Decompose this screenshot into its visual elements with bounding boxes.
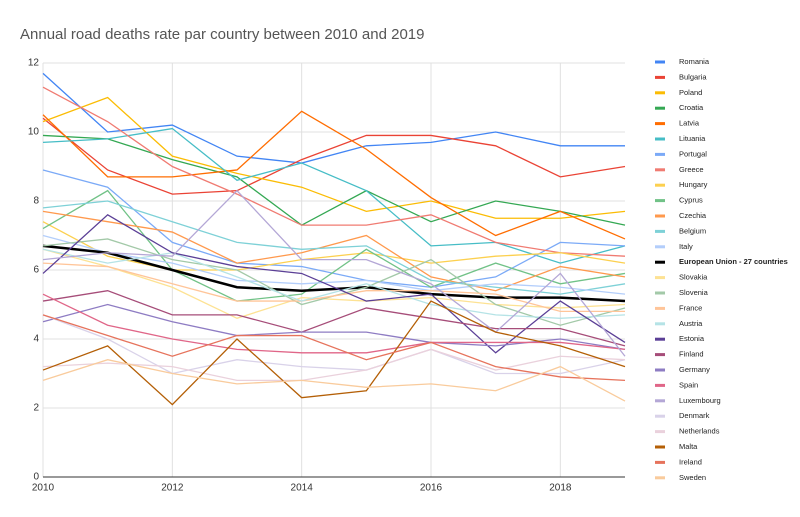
legend-swatch — [655, 122, 665, 125]
legend-label: Germany — [679, 365, 710, 374]
legend-swatch — [655, 399, 665, 402]
legend-swatch — [655, 322, 665, 325]
legend-label: Cyprus — [679, 196, 703, 205]
y-tick-label: 6 — [33, 265, 39, 276]
legend-swatch — [655, 353, 665, 356]
legend-label: Romania — [679, 57, 710, 66]
legend-swatch — [655, 153, 665, 156]
legend-label: France — [679, 303, 702, 312]
legend-label: Slovenia — [679, 288, 709, 297]
y-tick-label: 2 — [33, 403, 39, 414]
legend-swatch — [655, 168, 665, 171]
legend-swatch — [655, 430, 665, 433]
legend-label: Malta — [679, 442, 698, 451]
legend-label: Ireland — [679, 457, 702, 466]
y-tick-label: 10 — [28, 127, 40, 138]
legend-swatch — [655, 446, 665, 449]
legend-label: Slovakia — [679, 273, 708, 282]
legend-swatch — [655, 261, 665, 264]
legend-label: Netherlands — [679, 427, 720, 436]
y-tick-label: 8 — [33, 196, 39, 207]
legend-swatch — [655, 384, 665, 387]
legend-swatch — [655, 307, 665, 310]
legend-label: Sweden — [679, 473, 706, 482]
legend-swatch — [655, 138, 665, 141]
x-tick-label: 2010 — [32, 483, 55, 494]
legend-label: Czechia — [679, 211, 707, 220]
legend-swatch — [655, 215, 665, 218]
x-tick-label: 2014 — [291, 483, 314, 494]
legend-swatch — [655, 61, 665, 64]
x-tick-label: 2016 — [420, 483, 443, 494]
legend-swatch — [655, 184, 665, 187]
legend-label: Greece — [679, 165, 704, 174]
y-tick-label: 12 — [28, 58, 40, 69]
legend-swatch — [655, 276, 665, 279]
legend-swatch — [655, 292, 665, 295]
legend-swatch — [655, 338, 665, 341]
legend-label: Lituania — [679, 134, 706, 143]
legend-swatch — [655, 91, 665, 94]
legend-label: Portugal — [679, 149, 707, 158]
legend-label: Latvia — [679, 119, 700, 128]
legend-label: Italy — [679, 242, 693, 251]
legend-label: Bulgaria — [679, 72, 707, 81]
legend-swatch — [655, 476, 665, 479]
legend-label: Denmark — [679, 411, 710, 420]
y-tick-label: 0 — [33, 472, 39, 483]
legend-label: Estonia — [679, 334, 705, 343]
legend-label: Belgium — [679, 226, 706, 235]
legend-swatch — [655, 76, 665, 79]
legend-swatch — [655, 415, 665, 418]
legend-swatch — [655, 230, 665, 233]
legend-label: Croatia — [679, 103, 704, 112]
legend-label: Luxembourg — [679, 396, 721, 405]
x-tick-label: 2012 — [161, 483, 184, 494]
legend-swatch — [655, 245, 665, 248]
legend-label: Hungary — [679, 180, 708, 189]
legend-label: Spain — [679, 380, 698, 389]
y-tick-label: 4 — [33, 334, 39, 345]
legend-swatch — [655, 369, 665, 372]
chart-title: Annual road deaths rate par country betw… — [20, 26, 424, 43]
legend-label: Finland — [679, 350, 704, 359]
legend-label: European Union - 27 countries — [679, 257, 788, 266]
x-tick-label: 2018 — [549, 483, 572, 494]
legend-label: Austria — [679, 319, 703, 328]
legend-label: Poland — [679, 88, 702, 97]
legend-swatch — [655, 461, 665, 464]
legend-swatch — [655, 199, 665, 202]
legend-swatch — [655, 107, 665, 110]
